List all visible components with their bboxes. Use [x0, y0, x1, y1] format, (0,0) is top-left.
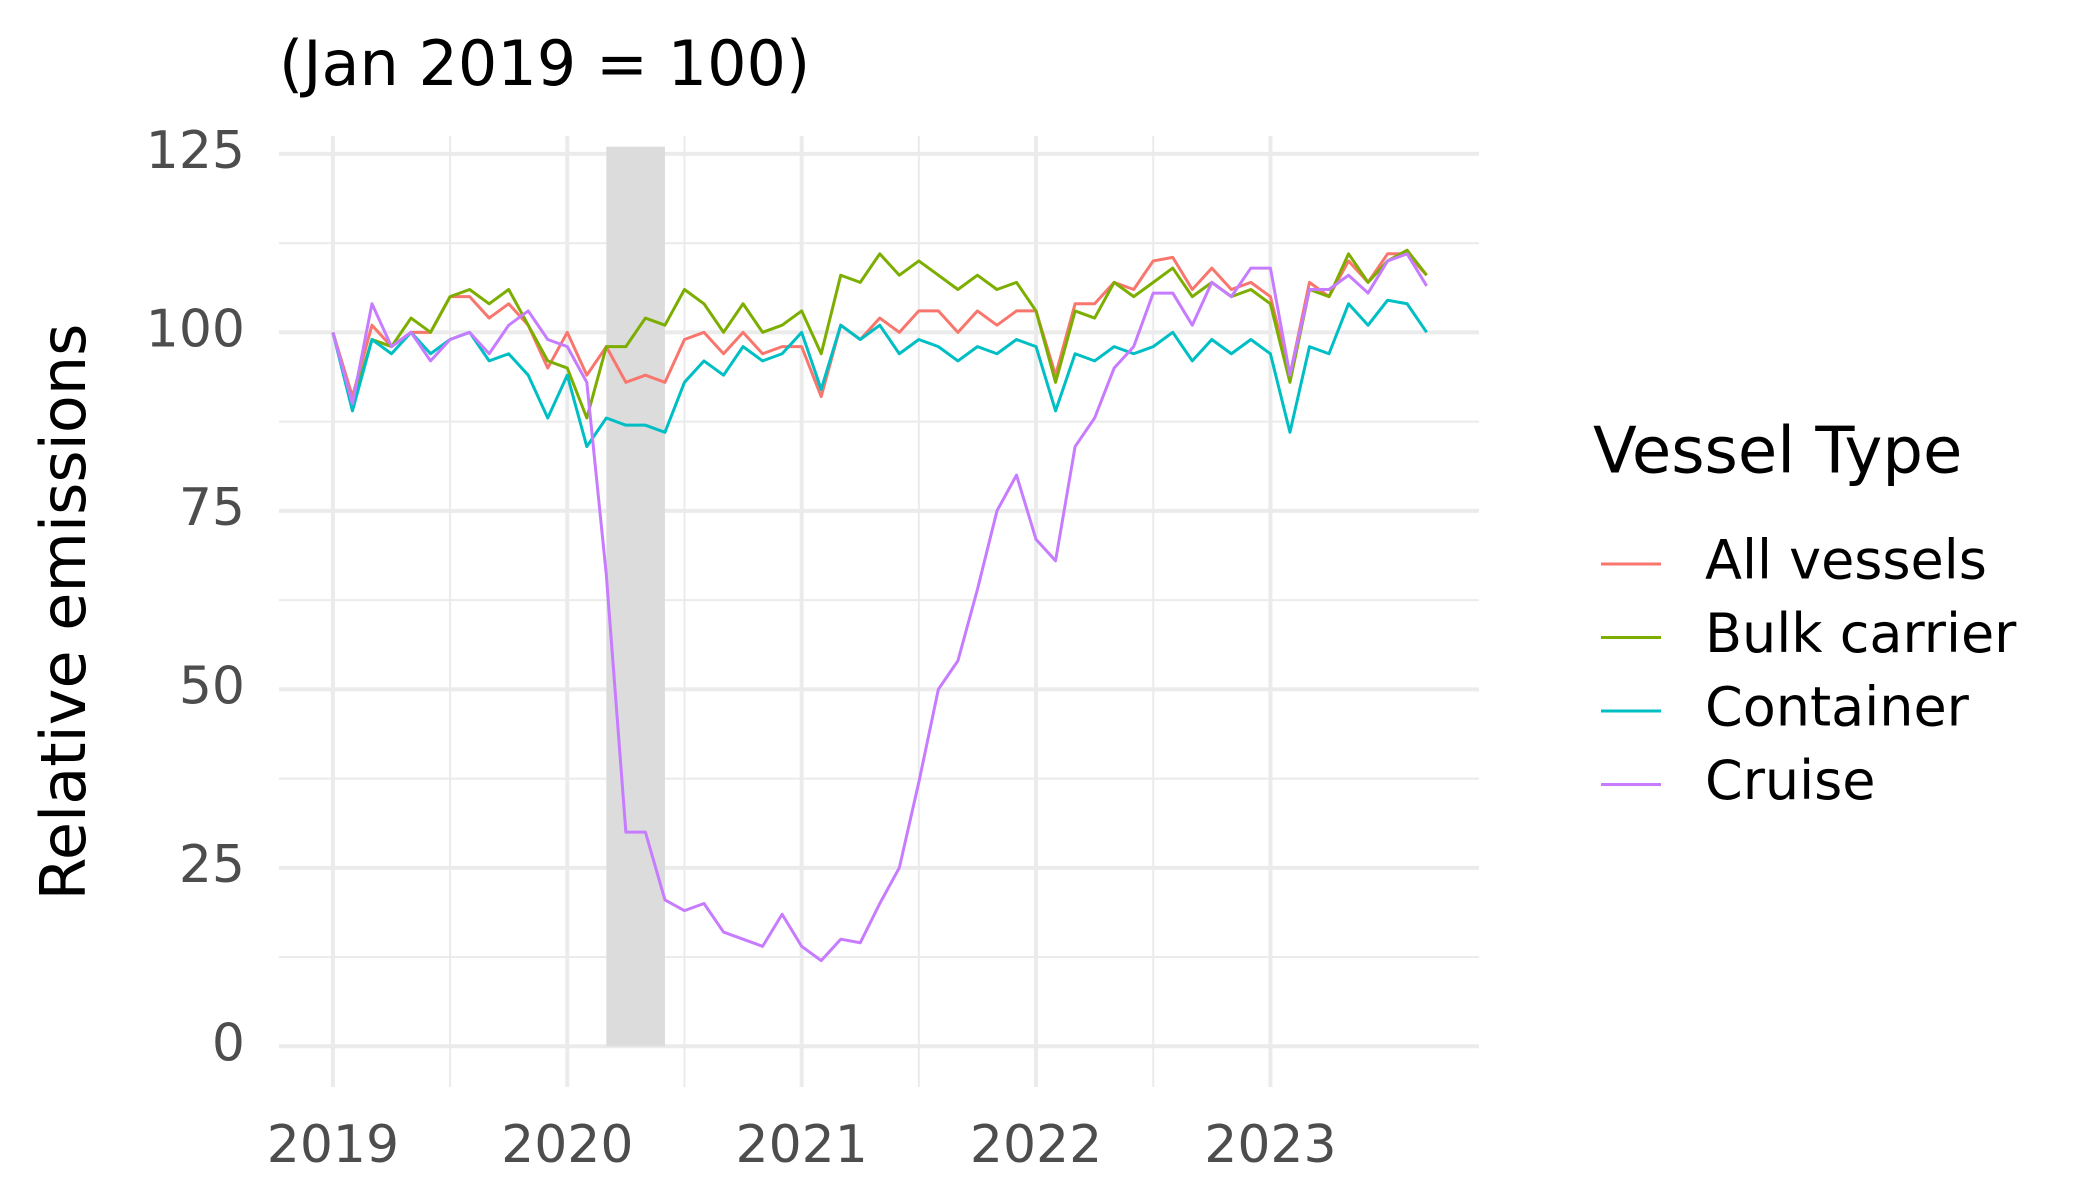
x-tick-label: 2019	[267, 1115, 399, 1175]
x-tick-label: 2020	[501, 1115, 633, 1175]
y-tick-label: 100	[146, 299, 245, 359]
series-line	[331, 252, 1428, 399]
legend-label: Bulk carrier	[1705, 602, 2017, 665]
x-tick-label: 2021	[735, 1115, 867, 1175]
y-tick-label: 125	[146, 121, 245, 181]
series-line	[331, 248, 1428, 420]
y-tick-label: 0	[212, 1013, 245, 1073]
series-line	[331, 298, 1428, 449]
y-tick-label: 25	[179, 835, 245, 895]
legend-title: Vessel Type	[1593, 415, 1962, 489]
y-axis-title: Relative emissions	[27, 324, 100, 901]
legend-label: All vessels	[1705, 529, 1987, 592]
x-tick-label: 2022	[970, 1115, 1102, 1175]
shaded-period	[606, 146, 665, 1047]
y-tick-label: 75	[179, 478, 245, 538]
series-line	[331, 252, 1428, 963]
legend-label: Container	[1705, 676, 1970, 739]
y-tick-label: 50	[179, 656, 245, 716]
chart-title: (Jan 2019 = 100)	[279, 27, 810, 100]
legend-label: Cruise	[1705, 749, 1876, 812]
x-tick-label: 2023	[1204, 1115, 1336, 1175]
